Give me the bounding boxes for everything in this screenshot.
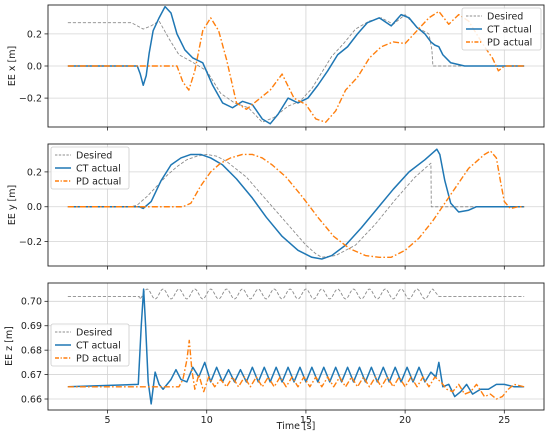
panel-ee-y-legend-label-1: CT actual [76,163,121,174]
panel-ee-z-xtick-label-2: 15 [300,415,312,426]
panel-ee-z-series-ct-actual [67,288,525,405]
panel-ee-x-ytick-label-1: 0.0 [27,61,42,72]
panel-ee-y-ytick-label-1: 0.0 [27,202,42,213]
panel-ee-y-series-ct-actual [67,148,525,260]
panel-ee-y-x-ticks [107,266,505,270]
panel-ee-z-grid [48,283,544,410]
panel-ee-y-series-pd-actual [67,150,525,258]
panel-ee-z-xtick-label-3: 20 [399,415,411,426]
panel-ee-x-ylabel: EE x [m] [7,46,18,86]
panel-ee-y-legend-box [50,146,130,190]
panel-ee-z-xtick-label-0: 5 [104,415,110,426]
panel-ee-z-xtick-label-4: 25 [498,415,510,426]
panel-ee-x-ytick-label-0: −0.2 [19,94,42,105]
panel-ee-z-legend-label-1: CT actual [76,340,121,351]
panel-ee-z-legend-box [50,323,130,367]
panel-ee-y-frame [47,143,545,267]
panel-ee-z-y-ticks: 0.66 0.67 0.68 0.69 0.70 [21,297,48,405]
panel-ee-x: −0.2 0.0 0.2 EE x [m] Desired CT actual PD a… [7,4,545,131]
panel-ee-z-ytick-label-3: 0.69 [21,321,42,332]
panel-ee-z-ytick-label-0: 0.66 [21,394,42,405]
panel-ee-z-ytick-label-4: 0.70 [21,297,42,308]
panel-ee-x-legend-box [461,7,542,51]
panel-ee-z-xtick-label-1: 10 [201,415,213,426]
panel-ee-x-legend-label-1: CT actual [487,24,532,35]
panel-ee-z-ytick-label-2: 0.68 [21,346,42,357]
panel-ee-y-ytick-label-2: 0.2 [27,167,42,178]
panel-ee-z-ytick-label-1: 0.67 [21,370,42,381]
panel-ee-y-ylabel: EE y [m] [7,185,18,225]
panel-ee-z-frame [47,282,545,411]
panel-ee-z-series-desired [67,288,525,300]
panel-ee-z-series-pd-actual [67,339,525,400]
panel-ee-z-legend-label-2: PD actual [76,353,121,364]
panel-ee-z-legend-label-0: Desired [76,327,112,338]
panel-ee-x-ytick-label-2: 0.2 [27,29,42,40]
panel-ee-y-ytick-label-0: −0.2 [19,237,42,248]
panel-ee-y-legend-label-2: PD actual [76,176,121,187]
panel-ee-y-series [67,148,525,260]
panel-ee-z-ylabel: EE z [m] [4,326,15,366]
x-axis-label: Time [s] [276,421,316,432]
panel-ee-y-y-ticks: −0.2 0.0 0.2 [19,167,48,248]
panel-ee-x-series-ct-actual [67,5,525,125]
panel-ee-z-series [67,288,525,405]
panel-ee-y: −0.2 0.0 0.2 EE y [m] Desired CT actual PD a… [7,143,545,270]
panel-ee-z-x-ticks: 5 10 15 20 25 [104,410,510,426]
panel-ee-x-legend-label-0: Desired [487,11,523,22]
panel-ee-x-legend: Desired CT actual PD actual [461,7,542,51]
panel-ee-z-legend: Desired CT actual PD actual [50,323,130,367]
panel-ee-x-legend-label-2: PD actual [487,37,532,48]
panel-ee-z: 0.660.670.680.690.70 5 10 15 20 25 EE z [m] … [4,282,545,426]
panel-ee-x-y-ticks: −0.2 0.0 0.2 [19,29,48,105]
panel-ee-x-x-ticks [107,127,505,131]
panel-ee-y-legend-label-0: Desired [76,150,112,161]
panel-ee-y-legend: Desired CT actual PD actual [50,146,130,190]
